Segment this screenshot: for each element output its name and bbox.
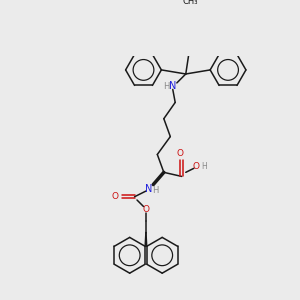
Text: H: H: [163, 82, 170, 91]
Text: O: O: [112, 192, 118, 201]
Text: O: O: [193, 162, 200, 171]
Text: N: N: [146, 184, 153, 194]
Text: CH₃: CH₃: [182, 0, 198, 6]
Text: H: H: [152, 186, 159, 195]
Text: H: H: [202, 162, 207, 171]
Text: O: O: [142, 205, 149, 214]
Text: N: N: [169, 81, 176, 91]
Text: O: O: [177, 149, 184, 158]
